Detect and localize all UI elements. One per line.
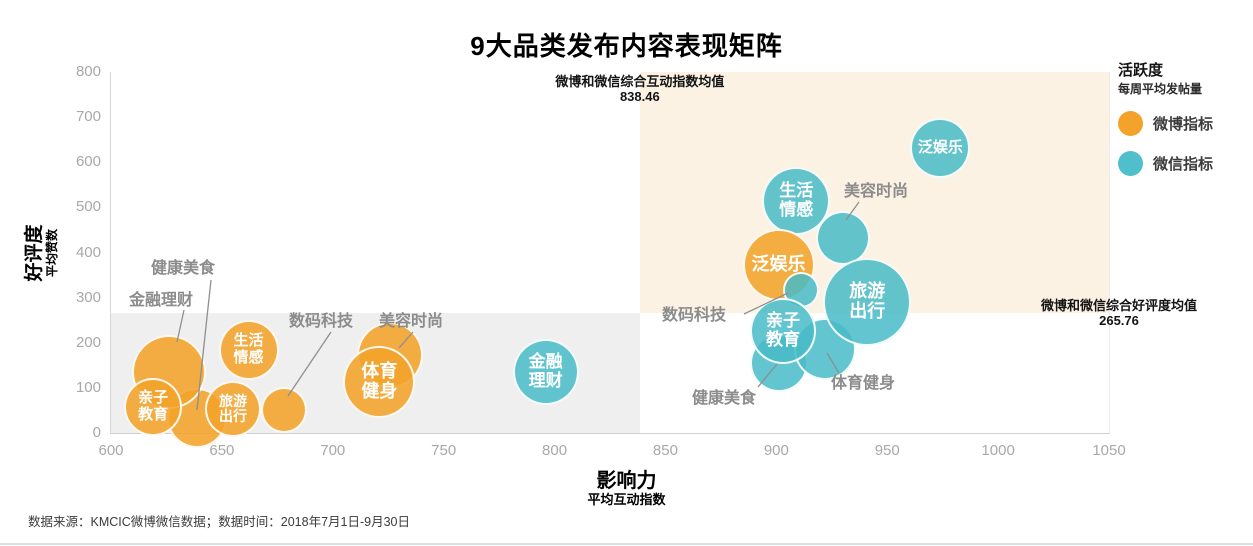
legend: 活跃度 每周平均发帖量 微博指标 微信指标: [1118, 62, 1250, 176]
legend-item-wechat-label: 微信指标: [1153, 156, 1214, 173]
y-mean-annotation: 微博和微信综合好评度均值 265.76: [969, 298, 1253, 328]
bubble-weibo-lifestyle-emotion: 生活 情感: [218, 319, 279, 380]
bubble-weibo-entertainment: 泛娱乐: [742, 229, 815, 302]
bubble-wechat-finance: 金融 理财: [512, 339, 579, 406]
x-tick-label: 900: [763, 442, 789, 459]
callout-label-weibo-finance: 金融理财: [129, 292, 194, 309]
legend-item-weibo: 微博指标: [1118, 111, 1250, 136]
x-tick-label: 600: [98, 442, 124, 459]
bubble-wechat-entertainment: 泛娱乐: [910, 117, 971, 178]
y-tick-label: 600: [75, 153, 101, 171]
callout-label-weibo-beauty-fashion: 美容时尚: [379, 313, 444, 330]
bubble-wechat-digital-tech: [782, 271, 819, 308]
y-axis-title-text: 好评度: [24, 223, 45, 282]
bubble-wechat-beauty-fashion: [815, 211, 870, 266]
x-tick-label: 650: [209, 442, 235, 459]
callout-label-wechat-beauty-fashion: 美容时尚: [844, 183, 909, 200]
wechat-dot-icon: [1118, 151, 1143, 176]
y-tick-label: 700: [75, 108, 101, 126]
x-tick-label: 1050: [1092, 442, 1126, 459]
bubble-label: 金融 理财: [528, 352, 563, 391]
bubble-wechat-parenting: 亲子 教育: [749, 298, 816, 365]
x-axis-subtitle-text: 平均互动指数: [587, 492, 666, 507]
x-mean-annotation: 微博和微信综合互动指数均值 838.46: [500, 74, 780, 104]
bubble-weibo-digital-tech: [260, 386, 307, 433]
bubble-weibo-sports-fitness: 体育 健身: [343, 346, 416, 418]
bubble-label: 泛娱乐: [917, 138, 963, 156]
callout-label-wechat-sports-fitness: 体育健身: [831, 375, 896, 392]
y-tick-label: 100: [75, 378, 101, 396]
x-tick-label: 750: [431, 442, 457, 459]
legend-subtitle: 每周平均发帖量: [1118, 82, 1203, 96]
chart-title: 9大品类发布内容表现矩阵: [470, 31, 783, 61]
bubble-label: 生活 情感: [779, 181, 814, 220]
plot-area: 微博和微信综合互动指数均值 838.46 微博和微信综合好评度均值 265.76…: [76, 64, 1197, 458]
y-tick-label: 400: [75, 243, 101, 261]
y-tick-label: 200: [75, 333, 101, 351]
y-tick-label: 0: [92, 424, 101, 441]
x-tick-label: 700: [320, 442, 346, 459]
bubble-wechat-travel: 旅游 出行: [823, 258, 912, 347]
legend-item-wechat: 微信指标: [1118, 151, 1250, 176]
x-tick-label: 950: [874, 442, 900, 459]
bubble-label: 泛娱乐: [751, 254, 806, 275]
source-note: 数据来源：KMCIC微博微信数据；数据时间：2018年7月1日-9月30日: [28, 515, 411, 529]
x-tick-label: 800: [542, 442, 568, 459]
bubble-label: 体育 健身: [361, 361, 398, 401]
y-axis-subtitle-text: 平均赞数: [45, 228, 59, 277]
legend-title: 活跃度: [1118, 62, 1164, 79]
bubble-label: 旅游 出行: [849, 281, 886, 322]
bubble-label: 生活 情感: [233, 332, 264, 366]
y-mean-label: 微博和微信综合好评度均值: [1040, 298, 1197, 314]
y-tick-label: 800: [75, 63, 101, 80]
callout-label-wechat-health-food: 健康美食: [692, 390, 757, 407]
y-tick-label: 300: [75, 288, 101, 306]
bottom-divider: [0, 543, 1253, 545]
legend-item-weibo-label: 微博指标: [1153, 116, 1214, 133]
x-tick-label: 850: [652, 442, 678, 459]
callout-label-weibo-health-food: 健康美食: [151, 260, 216, 277]
callout-label-wechat-digital-tech: 数码科技: [662, 307, 727, 324]
x-mean-value: 838.46: [619, 89, 660, 104]
callout-label-weibo-digital-tech: 数码科技: [289, 313, 354, 330]
x-mean-label: 微博和微信综合互动指数均值: [555, 74, 725, 89]
y-tick-label: 500: [75, 198, 101, 216]
x-tick-label: 1000: [981, 442, 1015, 459]
bubble-label: 亲子 教育: [765, 311, 800, 350]
weibo-dot-icon: [1118, 111, 1143, 136]
y-mean-value: 265.76: [1099, 313, 1139, 329]
bubble-label: 亲子 教育: [138, 389, 169, 423]
x-axis-title: 影响力 平均互动指数: [0, 470, 1253, 508]
bubble-label: 旅游 出行: [218, 392, 247, 425]
bubble-weibo-travel: 旅游 出行: [204, 381, 261, 438]
bubble-weibo-parenting: 亲子 教育: [124, 377, 183, 436]
x-axis-title-text: 影响力: [596, 470, 657, 492]
